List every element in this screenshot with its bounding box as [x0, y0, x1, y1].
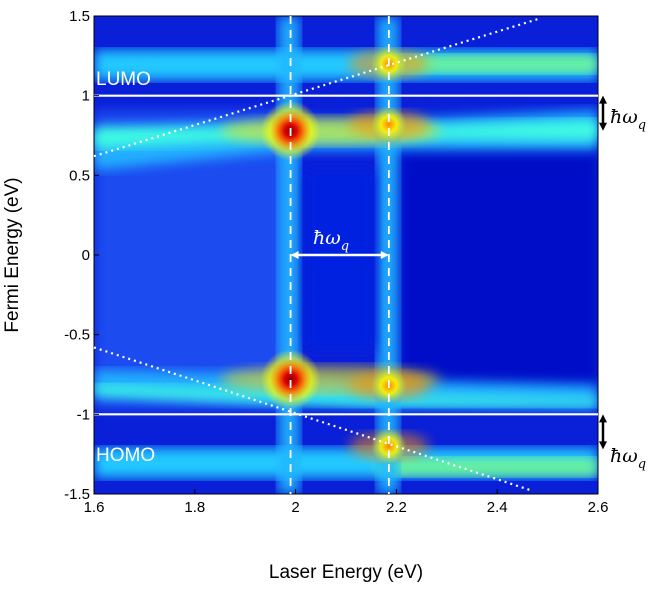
phonon-symbol-bottom: ħω — [610, 445, 638, 467]
x-tick-label: 2.6 — [588, 499, 609, 516]
phonon-label-top: ħωq — [610, 106, 646, 133]
resonance-point — [370, 428, 407, 465]
x-tick-label: 1.8 — [184, 499, 205, 516]
heatmap-band-lower-core — [94, 385, 598, 406]
phonon-symbol-center: ħω — [313, 227, 341, 249]
y-tick-label: -0.5 — [64, 327, 90, 344]
y-tick-label: -1 — [77, 406, 90, 423]
resonance-point — [370, 106, 407, 143]
heatmap-region-right — [400, 130, 598, 390]
phonon-label-center: ħωq — [313, 227, 349, 254]
lumo-label: LUMO — [96, 69, 151, 90]
phonon-arrow-bottom-head-bottom — [599, 441, 607, 450]
resonance-point — [260, 349, 321, 410]
phonon-arrow-top-head-bottom — [599, 122, 607, 131]
y-tick-label: -1.5 — [64, 486, 90, 503]
svg-text:ħωq: ħωq — [610, 106, 646, 133]
phonon-arrow-head-right — [380, 251, 389, 259]
phonon-subscript-bottom: q — [638, 457, 646, 472]
x-tick-label: 2.4 — [487, 499, 508, 516]
phonon-symbol-top: ħω — [610, 106, 638, 128]
x-tick-label: 1.6 — [84, 499, 105, 516]
y-tick-label: 0 — [82, 247, 90, 264]
y-axis-title: Fermi Energy (eV) — [2, 177, 23, 332]
phonon-subscript-top: q — [638, 118, 646, 133]
svg-text:ħωq: ħωq — [610, 445, 646, 472]
heatmap-band-bottom-warm — [380, 458, 598, 476]
y-tick-label: 1 — [82, 88, 90, 105]
lower-dotted-guide — [93, 346, 533, 492]
phonon-arrow-bottom-head-top — [599, 414, 607, 423]
phonon-label-bottom: ħωq — [610, 445, 646, 472]
heatmap-band-top-warm — [380, 55, 598, 73]
y-tick-label: 0.5 — [69, 167, 90, 184]
x-tick-label: 2 — [291, 499, 299, 516]
phonon-subscript-center: q — [341, 239, 349, 254]
y-axis-ticks: 1.5 1 0.5 0 -0.5 -1 -1.5 — [64, 8, 99, 503]
phonon-arrow-top-head-top — [599, 95, 607, 104]
phonon-arrow-head-left — [290, 251, 299, 259]
annotation-overlays — [93, 16, 607, 494]
x-tick-label: 2.2 — [386, 499, 407, 516]
svg-text:ħωq: ħωq — [313, 227, 349, 254]
homo-label: HOMO — [96, 445, 155, 466]
x-axis-title: Laser Energy (eV) — [269, 562, 423, 583]
heatmap-pocket — [305, 170, 375, 350]
heatmap-hotspots — [220, 45, 441, 465]
x-axis-ticks: 1.6 1.8 2 2.2 2.4 2.6 — [84, 489, 609, 516]
y-tick-label: 1.5 — [69, 8, 90, 25]
